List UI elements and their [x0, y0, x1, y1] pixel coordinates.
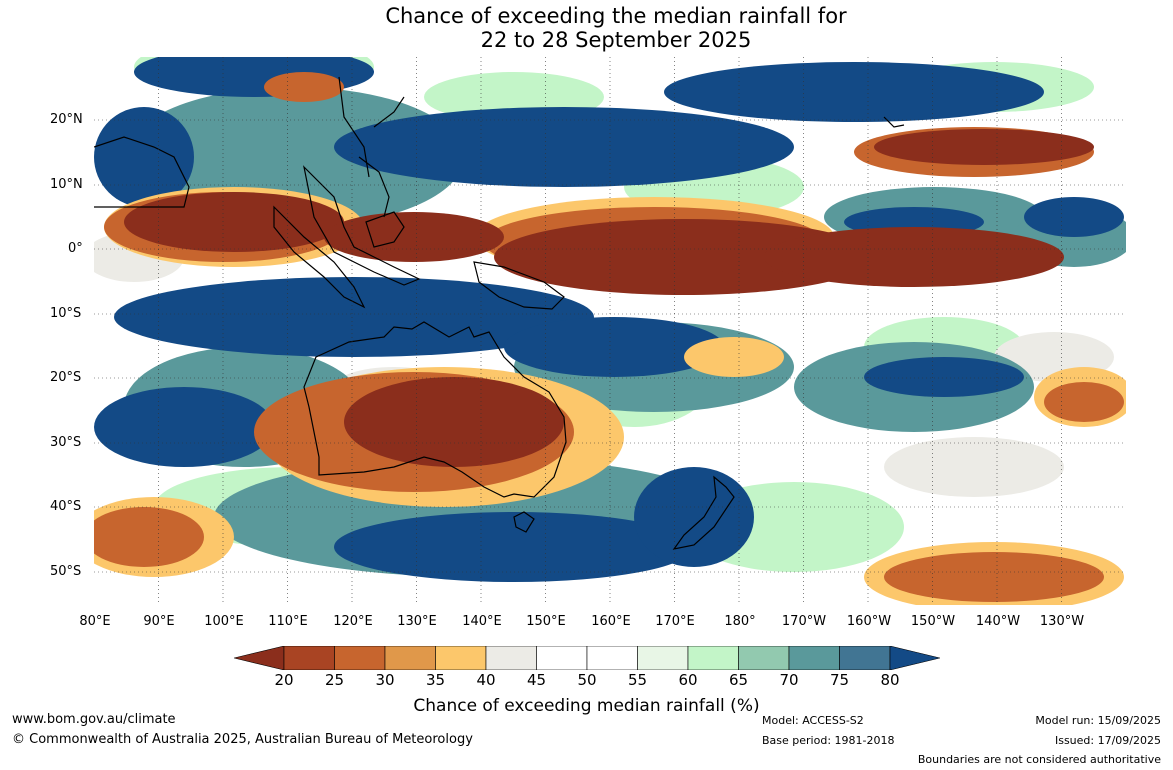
- lat-label-40s: 40°S: [50, 499, 82, 514]
- colorbar-tick-label: 30: [375, 671, 395, 689]
- lon-label-90e: 90°E: [143, 614, 175, 629]
- colorbar-segment: [738, 646, 790, 670]
- borneo-outline: [365, 211, 405, 248]
- title-line-1: Chance of exceeding the median rainfall …: [385, 4, 847, 28]
- rainfall-map-canvas: [94, 57, 1126, 605]
- colorbar-tick-label: 25: [324, 671, 345, 689]
- lon-label-170w: 170°W: [781, 614, 827, 629]
- colorbar-segment: [283, 646, 335, 670]
- lon-label-150e: 150°E: [526, 614, 566, 629]
- colorbar-tick-label: 40: [476, 671, 496, 689]
- colorbar-segment: [586, 646, 638, 670]
- tasmania-outline: [513, 511, 535, 533]
- footer-boundaries: Boundaries are not considered authoritat…: [917, 753, 1161, 766]
- taiwan-coast-outline: [373, 96, 405, 128]
- lon-label-160w: 160°W: [846, 614, 892, 629]
- footer-model-run: Model run: 15/09/2025: [1035, 714, 1161, 727]
- lat-label-10s: 10°S: [50, 306, 82, 321]
- map-fill-80: [94, 57, 1124, 582]
- colorbar-segment: [839, 646, 891, 670]
- colorbar-segment: [384, 646, 436, 670]
- colorbar-tick-label: 50: [577, 671, 597, 689]
- rainfall-map: [94, 57, 1126, 605]
- lat-label-20n: 20°N: [50, 112, 83, 127]
- colorbar-segment: [637, 646, 689, 670]
- lon-label-100e: 100°E: [204, 614, 244, 629]
- asia-mainland-outline: [94, 136, 190, 208]
- colorbar-segment: [687, 646, 739, 670]
- colorbar-tick-label: 60: [678, 671, 698, 689]
- lon-label-150w: 150°W: [910, 614, 956, 629]
- lat-label-50s: 50°S: [50, 564, 82, 579]
- colorbar-tick-label: 65: [728, 671, 749, 689]
- colorbar: [234, 646, 940, 670]
- lat-label-20s: 20°S: [50, 370, 82, 385]
- southeast-asia-outline: [303, 165, 421, 286]
- lat-label-equator: 0°: [68, 241, 83, 256]
- footer-copyright: © Commonwealth of Australia 2025, Austra…: [12, 732, 473, 747]
- footer-url: www.bom.gov.au/climate: [12, 712, 176, 727]
- colorbar-segment: [334, 646, 386, 670]
- lon-label-110e: 110°E: [268, 614, 308, 629]
- colorbar-tick-label: 55: [627, 671, 648, 689]
- colorbar-segment: [435, 646, 487, 670]
- lon-label-80e: 80°E: [79, 614, 111, 629]
- lon-label-170e: 170°E: [655, 614, 695, 629]
- colorbar-tick-label: 70: [779, 671, 799, 689]
- colorbar-segment: [485, 646, 537, 670]
- philippines-outline: [358, 156, 390, 218]
- footer-model: Model: ACCESS-S2: [762, 714, 864, 727]
- sumatra-outline: [273, 205, 366, 309]
- hawaii-outline: [883, 116, 905, 128]
- colorbar-tick-label: 45: [526, 671, 547, 689]
- title-line-2: 22 to 28 September 2025: [480, 28, 752, 52]
- lat-label-10n: 10°N: [50, 177, 83, 192]
- footer-issued: Issued: 17/09/2025: [1054, 734, 1161, 747]
- colorbar-arrow-high: [889, 646, 940, 670]
- graticule: [94, 57, 1126, 605]
- colorbar-segment: [536, 646, 588, 670]
- lon-label-140w: 140°W: [975, 614, 1021, 629]
- colorbar-arrow-low: [234, 646, 285, 670]
- colorbar-segment: [788, 646, 840, 670]
- footer-base-period: Base period: 1981-2018: [762, 734, 895, 747]
- lon-label-180: 180°: [724, 614, 756, 629]
- colorbar-title: Chance of exceeding median rainfall (%): [413, 696, 760, 716]
- lon-label-120e: 120°E: [333, 614, 373, 629]
- colorbar-tick-label: 20: [274, 671, 294, 689]
- lat-label-30s: 30°S: [50, 435, 82, 450]
- map-title: Chance of exceeding the median rainfall …: [0, 4, 1173, 52]
- colorbar-tick-label: 75: [829, 671, 850, 689]
- new-guinea-outline: [473, 261, 565, 310]
- lon-label-160e: 160°E: [591, 614, 631, 629]
- lon-label-140e: 140°E: [462, 614, 502, 629]
- lon-label-130e: 130°E: [397, 614, 437, 629]
- colorbar-tick-label: 80: [880, 671, 900, 689]
- lon-label-130w: 130°W: [1039, 614, 1085, 629]
- colorbar-tick-label: 35: [425, 671, 446, 689]
- australia-outline: [303, 321, 567, 498]
